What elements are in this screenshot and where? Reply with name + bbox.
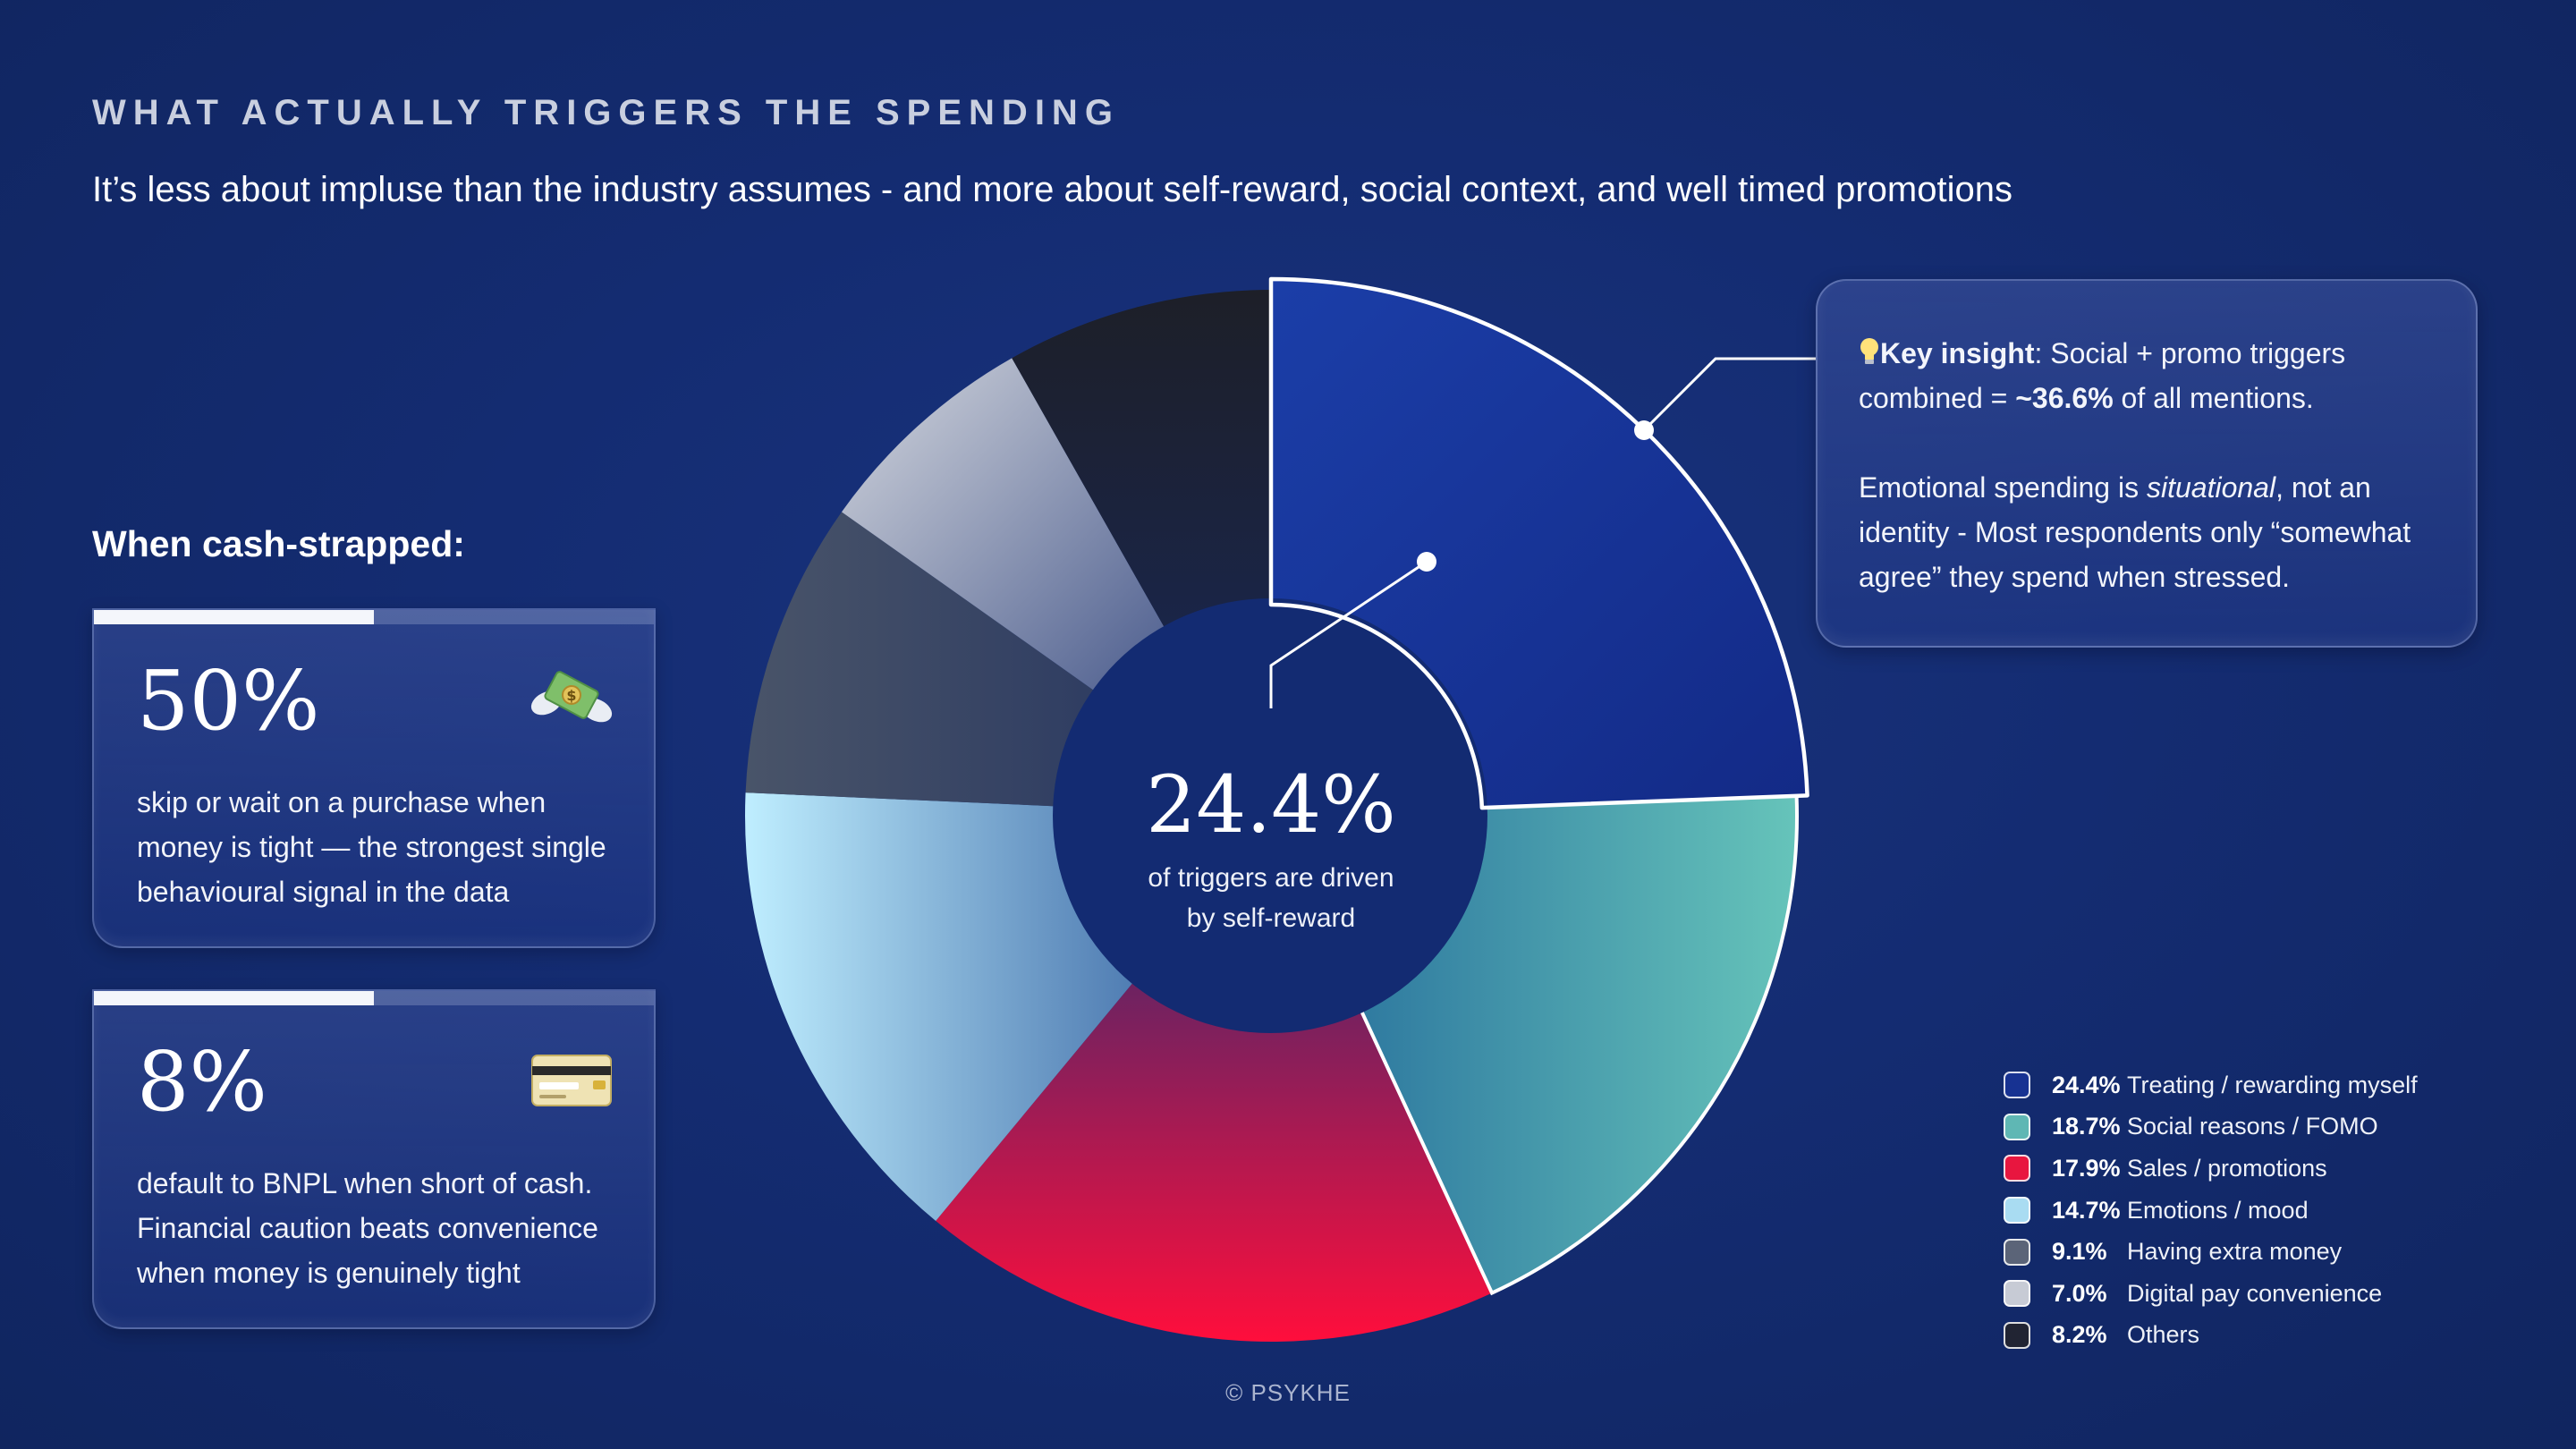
social-slice-edge: [1358, 795, 1799, 1296]
insight-callout-line: [1642, 357, 1816, 432]
legend-percent: 14.7%: [2052, 1196, 2121, 1224]
center-callout-dot: [1417, 552, 1436, 572]
credit-card-icon: [531, 1055, 612, 1106]
stat-card-bar-fill: [94, 991, 374, 1005]
highlight-outline: [1268, 276, 1809, 810]
insight-line1: : Social + promo triggers: [2034, 337, 2346, 369]
legend-label: Having extra money: [2127, 1238, 2343, 1266]
footer-copyright: © PSYKHE: [1225, 1379, 1351, 1406]
stat-description: default to BNPL when short of cash. Fina…: [137, 1167, 598, 1289]
legend-percent: 18.7%: [2052, 1113, 2121, 1140]
donut-slice-having-extra-money: [745, 512, 1099, 807]
insight-key-label: Key insight: [1880, 337, 2035, 369]
donut-center-value: 24.4%: [1146, 758, 1396, 851]
legend-swatch: [2004, 1321, 2030, 1349]
legend-percent: 17.9%: [2052, 1154, 2121, 1182]
donut-center-caption-line2: by self-reward: [1187, 903, 1355, 933]
legend-label: Sales / promotions: [2127, 1154, 2327, 1182]
legend-swatch: [2004, 1238, 2030, 1266]
eyebrow-heading: WHAT ACTUALLY TRIGGERS THE SPENDING: [92, 93, 1120, 132]
legend-item: 17.9% Sales / promotions: [2004, 1148, 2418, 1190]
cash-strapped-heading: When cash-strapped:: [92, 523, 465, 564]
donut-slice-social-reasons-fomo: [1360, 795, 1797, 1293]
legend-percent: 9.1%: [2052, 1238, 2107, 1266]
legend-item: 14.7% Emotions / mood: [2004, 1190, 2418, 1232]
legend-percent: 8.2%: [2052, 1321, 2107, 1349]
legend-item: 7.0% Digital pay convenience: [2004, 1273, 2418, 1315]
legend-swatch: [2004, 1280, 2030, 1308]
legend-swatch: [2004, 1113, 2030, 1140]
donut-hole: [1053, 598, 1487, 1033]
stat-description: skip or wait on a purchase when money is…: [137, 786, 606, 908]
legend-label: Treating / rewarding myself: [2127, 1071, 2418, 1098]
insight-p2-end: , not an identity - Most respondents onl…: [1859, 471, 2411, 593]
donut-slice-sales-promotions: [936, 978, 1493, 1342]
legend-swatch: [2004, 1197, 2030, 1224]
svg-text:$: $: [566, 687, 576, 704]
donut-slice-treating-rewarding-myself: [1271, 279, 1808, 809]
key-insight-card: Key insight: Social + promo triggers com…: [1816, 279, 2478, 648]
legend-item: 24.4% Treating / rewarding myself: [2004, 1064, 2418, 1106]
donut-slice-digital-pay-convenience: [841, 358, 1167, 694]
insight-callout-dot: [1634, 420, 1654, 440]
chart-legend: 24.4% Treating / rewarding myself 18.7% Soc…: [2004, 1064, 2418, 1356]
money-with-wings-icon: $: [530, 671, 613, 723]
legend-percent: 24.4%: [2052, 1071, 2121, 1098]
stat-card-bar-fill: [94, 610, 374, 624]
stat-card-bnpl: 8% default to BNPL when short of cash. F…: [92, 989, 656, 1329]
legend-item: 8.2% Others: [2004, 1315, 2418, 1357]
legend-label: Digital pay convenience: [2127, 1279, 2383, 1307]
stat-value: 8%: [137, 1034, 267, 1130]
legend-label: Others: [2127, 1321, 2200, 1349]
insight-paragraph-1: Key insight: Social + promo triggers com…: [1859, 331, 2458, 420]
legend-swatch: [2004, 1072, 2030, 1099]
lightbulb-icon: [1860, 338, 1878, 364]
donut-slice-others: [1012, 290, 1271, 632]
insight-p2-emphasis: situational: [2146, 471, 2276, 504]
legend-item: 9.1% Having extra money: [2004, 1231, 2418, 1273]
legend-item: 18.7% Social reasons / FOMO: [2004, 1106, 2418, 1148]
insight-line2-prefix: combined =: [1859, 382, 2016, 414]
insight-p2-start: Emotional spending is: [1859, 471, 2147, 504]
center-callout-line: [1269, 560, 1428, 708]
insight-paragraph-2: Emotional spending is situational, not a…: [1859, 465, 2458, 599]
legend-label: Social reasons / FOMO: [2127, 1113, 2378, 1140]
donut-slice-emotions-mood: [745, 792, 1137, 1222]
legend-label: Emotions / mood: [2127, 1196, 2309, 1224]
insight-line2-suffix: of all mentions.: [2113, 382, 2314, 414]
legend-percent: 7.0%: [2052, 1279, 2107, 1307]
stat-card-skip: 50% $ skip or wait on a purchase when mo…: [92, 608, 656, 948]
page-subtitle: It’s less about impluse than the industr…: [92, 170, 2012, 209]
insight-combined-value: ~36.6%: [2015, 382, 2114, 414]
stat-value: 50%: [137, 653, 320, 749]
legend-swatch: [2004, 1155, 2030, 1182]
donut-center-caption-line1: of triggers are driven: [1148, 863, 1394, 893]
